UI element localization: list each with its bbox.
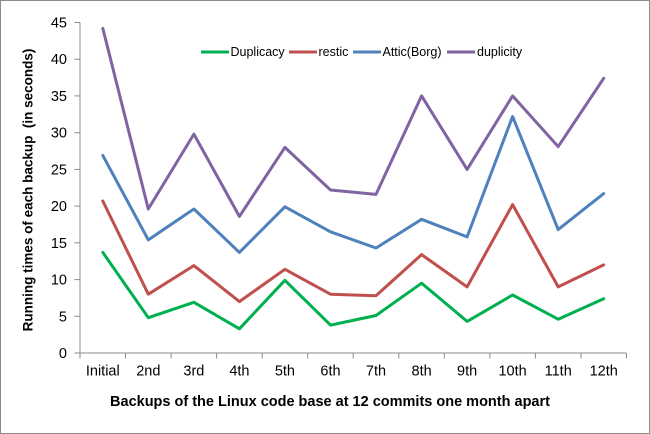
svg-text:12th: 12th [590,364,618,380]
svg-text:0: 0 [59,346,67,362]
svg-text:35: 35 [51,89,67,105]
svg-text:40: 40 [51,52,67,68]
svg-text:5: 5 [59,309,67,325]
svg-text:45: 45 [51,16,67,32]
svg-text:10: 10 [51,273,67,289]
svg-text:4th: 4th [229,364,249,380]
svg-text:Duplicacy: Duplicacy [231,45,286,59]
svg-text:9th: 9th [457,364,477,380]
svg-text:Running times of each backup: Running times of each backup (in seconds… [21,49,36,332]
svg-text:restic: restic [319,45,349,59]
svg-text:7th: 7th [366,364,386,380]
svg-text:20: 20 [51,199,67,215]
svg-text:Backups of the Linux code base: Backups of the Linux code base at 12 com… [110,394,550,410]
svg-text:duplicity: duplicity [477,45,523,59]
svg-text:Initial: Initial [86,364,120,380]
svg-text:30: 30 [51,126,67,142]
svg-text:5th: 5th [275,364,295,380]
svg-text:8th: 8th [412,364,432,380]
svg-text:Attic(Borg): Attic(Borg) [383,45,442,59]
svg-text:10th: 10th [498,364,526,380]
svg-text:15: 15 [51,236,67,252]
svg-text:3rd: 3rd [183,364,204,380]
svg-text:11th: 11th [545,364,572,380]
svg-text:25: 25 [51,162,67,178]
svg-text:2nd: 2nd [136,364,160,380]
svg-text:6th: 6th [320,364,340,380]
